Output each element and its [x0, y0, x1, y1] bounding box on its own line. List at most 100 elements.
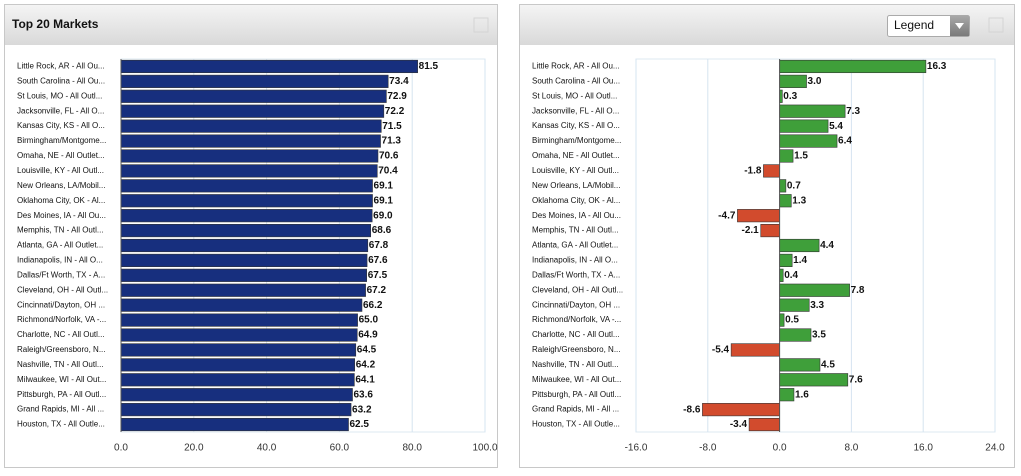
x-tick-label: -8.0 [699, 443, 717, 454]
bar [120, 283, 366, 297]
value-label: 1.4 [793, 255, 807, 266]
value-label: 7.8 [851, 285, 865, 296]
bar [120, 89, 387, 103]
category-label: Des Moines, IA - All Ou... [532, 211, 621, 220]
category-label: Oklahoma City, OK - Al... [17, 196, 105, 205]
value-label: -2.1 [742, 225, 760, 236]
x-tick-label: -16.0 [625, 443, 648, 454]
bar [779, 313, 785, 327]
bar [779, 268, 784, 282]
category-label: Pittsburgh, PA - All Outl... [532, 390, 621, 399]
expand-icon[interactable] [988, 17, 1004, 33]
panel-title: Top 20 Markets [12, 17, 99, 31]
legend-dropdown[interactable]: Legend [887, 15, 970, 37]
value-label: 69.1 [374, 180, 394, 191]
category-label: Charlotte, NC - All Outl... [532, 330, 620, 339]
x-tick-label: 8.0 [844, 443, 858, 454]
category-label: Raleigh/Greensboro, N... [17, 345, 106, 354]
value-label: 6.4 [838, 136, 852, 147]
value-label: 81.5 [419, 61, 439, 72]
value-label: 7.6 [849, 374, 863, 385]
value-label: 67.6 [368, 255, 388, 266]
bar [779, 59, 927, 74]
category-label: Grand Rapids, MI - All ... [17, 405, 104, 414]
x-tick-label: 100.0 [472, 443, 497, 454]
category-label: Little Rock, AR - All Ou... [17, 62, 105, 71]
value-label: 72.2 [385, 106, 405, 117]
value-label: 3.0 [808, 76, 822, 87]
category-label: Louisville, KY - All Outl... [532, 166, 619, 175]
bar [779, 104, 846, 118]
value-label: 0.5 [785, 315, 799, 326]
value-label: 64.9 [358, 330, 378, 341]
value-label: 4.5 [821, 360, 835, 371]
bar [120, 134, 381, 148]
value-label: 71.5 [382, 121, 402, 132]
bar [120, 179, 373, 193]
bar [779, 194, 792, 208]
bar [120, 268, 367, 282]
bar [120, 253, 368, 267]
bar [120, 388, 353, 402]
bar [779, 238, 820, 253]
value-label: 16.3 [927, 61, 947, 72]
category-label: South Carolina - All Ou... [17, 76, 105, 85]
bar [120, 104, 385, 118]
category-label: New Orleans, LA/Mobil... [532, 181, 620, 190]
category-label: Little Rock, AR - All Ou... [532, 62, 620, 71]
value-label: 0.4 [784, 270, 798, 281]
value-label: 1.3 [792, 195, 806, 206]
bar [779, 328, 812, 342]
category-label: Omaha, NE - All Outlet... [532, 151, 620, 160]
category-label: Houston, TX - All Outle... [532, 420, 620, 429]
category-label: Richmond/Norfolk, VA -... [17, 315, 106, 324]
category-label: Memphis, TN - All Outl... [532, 226, 619, 235]
bar [779, 283, 850, 297]
category-label: Richmond/Norfolk, VA -... [532, 315, 621, 324]
category-label: Omaha, NE - All Outlet... [17, 151, 105, 160]
bar [120, 164, 378, 178]
category-label: Cincinnati/Dayton, OH ... [532, 300, 620, 309]
category-label: Birmingham/Montgome... [17, 136, 106, 145]
category-label: Nashville, TN - All Outl... [17, 360, 104, 369]
bar [120, 209, 373, 223]
category-label: Kansas City, KS - All O... [17, 121, 105, 130]
category-label: Nashville, TN - All Outl... [532, 360, 619, 369]
bar [120, 298, 363, 312]
x-tick-label: 24.0 [985, 443, 1005, 454]
bar [120, 403, 352, 417]
value-label: 4.4 [820, 240, 834, 251]
bar [120, 149, 379, 163]
value-label: 70.4 [378, 166, 398, 177]
value-label: -8.6 [683, 404, 701, 415]
value-label: 70.6 [379, 151, 399, 162]
x-tick-label: 16.0 [913, 443, 933, 454]
dropdown-label: Legend [894, 18, 934, 32]
bar [120, 224, 372, 238]
category-label: Grand Rapids, MI - All ... [532, 405, 619, 414]
value-label: 67.8 [369, 240, 389, 251]
bar [748, 417, 780, 432]
value-label: 71.3 [382, 136, 402, 147]
value-label: 64.2 [356, 360, 376, 371]
value-label: -3.4 [730, 419, 748, 430]
value-label: 67.2 [367, 285, 387, 296]
bar [702, 403, 780, 417]
dropdown-box [887, 15, 970, 37]
category-label: Dallas/Ft Worth, TX - A... [532, 270, 620, 279]
bar [120, 119, 382, 133]
value-label: 64.1 [355, 374, 375, 385]
value-label: 62.5 [350, 419, 370, 430]
bar [120, 238, 369, 253]
value-label: 7.3 [846, 106, 860, 117]
bar [779, 119, 829, 133]
bar [779, 298, 810, 312]
bar [779, 253, 793, 267]
expand-icon[interactable] [473, 17, 489, 33]
category-label: New Orleans, LA/Mobil... [17, 181, 105, 190]
x-tick-label: 40.0 [257, 443, 277, 454]
value-label: 1.5 [794, 151, 808, 162]
category-label: Oklahoma City, OK - Al... [532, 196, 620, 205]
